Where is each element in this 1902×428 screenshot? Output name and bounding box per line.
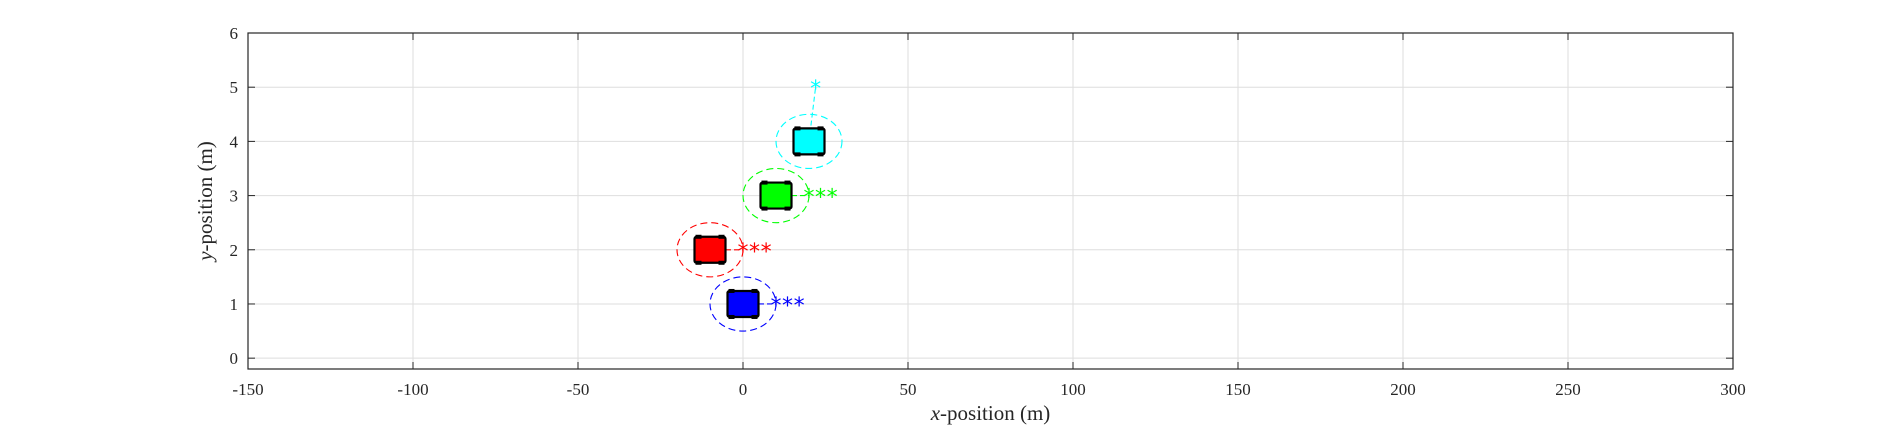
target-marker: * [782,294,793,319]
vehicle-wheel [817,126,824,131]
vehicle-wheel [794,126,801,131]
vehicle-3: * * * [742,167,838,224]
x-tick-label: 50 [900,380,917,399]
vehicle-wheel [695,234,702,239]
x-tick-label: 150 [1225,380,1251,399]
vehicle-body [759,181,793,210]
x-tick-label: 0 [739,380,748,399]
y-tick-label: 6 [230,24,239,43]
vehicle-body [726,289,760,319]
x-tick-label: -150 [232,380,263,399]
vehicle-wheel [718,234,725,239]
vehicle-wheel [718,260,725,265]
x-tick-label: 100 [1060,380,1086,399]
vehicle-wheel [751,288,758,293]
vehicle-wheel [728,288,735,293]
vehicle-wheel [794,152,801,157]
x-axis-label: x-position (m) [930,401,1051,425]
x-tick-label: -50 [567,380,590,399]
vehicles-layer: * * ** * ** * ** [676,77,843,332]
vehicle-wheel [695,260,702,265]
plot-frame [247,32,1734,370]
vehicle-wheel [817,152,824,157]
vehicle-safety-ellipse [775,113,843,170]
axis-ticks: -150 -100 -50 0 50 100 150 200 250 300 0 1 2 3 4 5 6 [230,24,1746,399]
y-tick-label: 5 [230,78,239,97]
target-marker: * [815,186,826,211]
x-axis-label-var: x [930,401,941,425]
target-marker: * [738,240,749,265]
y-tick-label: 0 [230,349,239,368]
vehicle-wheel [784,180,791,185]
y-tick-label: 4 [230,132,239,151]
vehicle-wheel [728,314,735,319]
y-tick-label: 3 [230,187,239,206]
x-tick-label: 250 [1555,380,1581,399]
target-marker: * [804,186,815,211]
vehicle-wheel [761,180,768,185]
vehicle-body [792,127,826,156]
vehicle-2: * * * [676,222,772,278]
x-tick-label: 300 [1720,380,1746,399]
y-tick-label: 1 [230,295,239,314]
x-tick-label: 200 [1390,380,1416,399]
target-marker: * [749,240,760,265]
grid-lines [248,32,1733,369]
vehicle-4: * [775,77,843,170]
vehicle-wheel [761,206,768,211]
target-marker: * [810,77,821,102]
y-axis-label-rest: -position (m) [193,141,217,251]
y-axis-label-var: y [193,251,217,263]
vehicle-wheel [751,314,758,319]
y-tick-label: 2 [230,241,239,260]
target-marker: * [771,294,782,319]
vehicle-body [693,235,727,264]
x-tick-label: -100 [397,380,428,399]
target-marker: * [794,294,805,319]
y-axis-label: y-position (m) [193,141,217,263]
vehicle-1: * * * [709,276,805,332]
target-marker: * [827,186,838,211]
x-axis-label-rest: -position (m) [940,401,1050,425]
vehicle-wheel [784,206,791,211]
target-marker: * [761,240,772,265]
